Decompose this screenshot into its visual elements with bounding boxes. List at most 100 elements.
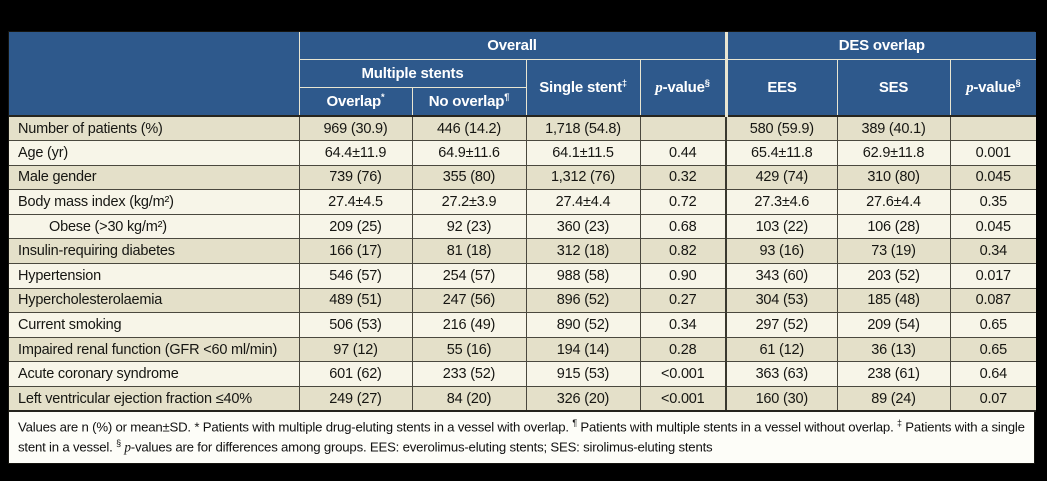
data-cell: 92 (23) (411, 213, 527, 240)
col-group-multiple-stents: Multiple stents (298, 58, 527, 88)
row-label: Age (yr) (9, 140, 300, 166)
row-label: Current smoking (9, 312, 300, 338)
data-cell: 194 (14) (525, 336, 641, 363)
data-cell: 106 (28) (836, 213, 951, 240)
data-cell: 160 (30) (725, 386, 838, 413)
data-cell: 185 (48) (836, 287, 951, 314)
data-cell: 89 (24) (836, 386, 951, 413)
dagger-superscript: ‡ (621, 78, 627, 89)
data-cell: 55 (16) (411, 336, 527, 363)
data-cell: 65.4±11.8 (725, 140, 838, 166)
data-cell: 0.82 (639, 238, 727, 265)
row-label: Hypertension (9, 263, 300, 289)
data-cell: 93 (16) (725, 238, 838, 265)
row-label: Hypercholesterolaemia (9, 287, 300, 314)
data-cell: 81 (18) (411, 238, 527, 265)
data-cell: 209 (25) (298, 213, 413, 240)
data-cell: 166 (17) (298, 238, 413, 265)
table-row: Left ventricular ejection fraction ≤40% 2… (9, 386, 1037, 413)
data-cell: 249 (27) (298, 386, 413, 413)
data-cell: 27.3±4.6 (725, 189, 838, 215)
data-cell: 580 (59.9) (725, 115, 838, 142)
section-superscript: § (704, 77, 710, 88)
table-row: Body mass index (kg/m²) 27.4±4.5 27.2±3.9 2… (9, 189, 1037, 215)
data-cell (949, 115, 1037, 142)
data-cell: 0.34 (639, 312, 727, 338)
data-cell: 233 (52) (411, 361, 527, 388)
data-cell: 238 (61) (836, 361, 951, 388)
data-cell: 97 (12) (298, 336, 413, 363)
table-row: Acute coronary syndrome 601 (62) 233 (52) 9… (9, 361, 1037, 388)
data-cell: 0.64 (949, 361, 1037, 388)
data-cell: 312 (18) (525, 238, 641, 265)
data-cell: 27.6±4.4 (836, 189, 951, 215)
patient-characteristics-table: Overall DES overlap Multiple stents Sing… (9, 32, 1037, 413)
data-cell: 36 (13) (836, 336, 951, 363)
patient-characteristics-table-frame: Overall DES overlap Multiple stents Sing… (8, 31, 1037, 464)
col-header-ses: SES (836, 58, 951, 117)
table-header: Overall DES overlap Multiple stents Sing… (9, 32, 1037, 117)
data-cell: 0.045 (949, 164, 1037, 191)
data-cell: 969 (30.9) (298, 115, 413, 142)
data-cell: <0.001 (639, 361, 727, 388)
data-cell: 0.27 (639, 287, 727, 314)
data-cell: 216 (49) (411, 312, 527, 338)
data-cell: 0.32 (639, 164, 727, 191)
data-cell: 0.65 (949, 336, 1037, 363)
data-cell: 0.44 (639, 140, 727, 166)
data-cell: 27.4±4.4 (525, 189, 641, 215)
data-cell: 27.2±3.9 (411, 189, 527, 215)
data-cell: 355 (80) (411, 164, 527, 191)
data-cell (639, 115, 727, 142)
data-cell: 0.07 (949, 386, 1037, 413)
data-cell: 0.017 (949, 263, 1037, 289)
data-cell: 0.68 (639, 213, 727, 240)
data-cell: 0.90 (639, 263, 727, 289)
data-cell: 601 (62) (298, 361, 413, 388)
table-row: Current smoking 506 (53) 216 (49) 890 (52) 0… (9, 312, 1037, 338)
table-row: Impaired renal function (GFR <60 ml/min)… (9, 336, 1037, 363)
col-header-no-overlap: No overlap¶ (411, 86, 527, 117)
col-group-overall: Overall (298, 32, 727, 60)
data-cell: 343 (60) (725, 263, 838, 289)
data-cell: 62.9±11.8 (836, 140, 951, 166)
data-cell: 1,718 (54.8) (525, 115, 641, 142)
data-cell: 0.045 (949, 213, 1037, 240)
data-cell: 73 (19) (836, 238, 951, 265)
col-group-des-overlap: DES overlap (724, 32, 1037, 60)
data-cell: 310 (80) (836, 164, 951, 191)
data-cell: 64.1±11.5 (525, 140, 641, 166)
data-cell: 209 (54) (836, 312, 951, 338)
data-cell: 297 (52) (725, 312, 838, 338)
data-cell: 446 (14.2) (411, 115, 527, 142)
data-cell: 1,312 (76) (525, 164, 641, 191)
data-cell: 247 (56) (411, 287, 527, 314)
col-header-pvalue-overall: p-value§ (639, 58, 727, 117)
data-cell: 389 (40.1) (836, 115, 951, 142)
section-superscript: § (1015, 77, 1021, 88)
row-label: Insulin-requiring diabetes (9, 238, 300, 265)
data-cell: 326 (20) (525, 386, 641, 413)
table-footnote: Values are n (%) or mean±SD. * Patients … (9, 412, 1034, 463)
row-label: Left ventricular ejection fraction ≤40% (9, 386, 300, 413)
data-cell: 0.35 (949, 189, 1037, 215)
table-row: Age (yr) 64.4±11.9 64.9±11.6 64.1±11.5 0.44 6… (9, 140, 1037, 166)
data-cell: 0.001 (949, 140, 1037, 166)
row-label: Obese (>30 kg/m²) (9, 213, 300, 240)
table-row: Insulin-requiring diabetes 166 (17) 81 (18… (9, 238, 1037, 265)
data-cell: 0.28 (639, 336, 727, 363)
data-cell: 915 (53) (525, 361, 641, 388)
data-cell: 64.4±11.9 (298, 140, 413, 166)
data-cell: 61 (12) (725, 336, 838, 363)
data-cell: 429 (74) (725, 164, 838, 191)
data-cell: 360 (23) (525, 213, 641, 240)
col-header-ees: EES (724, 58, 838, 117)
table-row: Hypercholesterolaemia 489 (51) 247 (56) 896… (9, 287, 1037, 314)
data-cell: 84 (20) (411, 386, 527, 413)
data-cell: 254 (57) (411, 263, 527, 289)
row-label: Impaired renal function (GFR <60 ml/min) (9, 336, 300, 363)
pilcrow-superscript: ¶ (504, 92, 510, 103)
data-cell: 103 (22) (725, 213, 838, 240)
data-cell: 0.65 (949, 312, 1037, 338)
